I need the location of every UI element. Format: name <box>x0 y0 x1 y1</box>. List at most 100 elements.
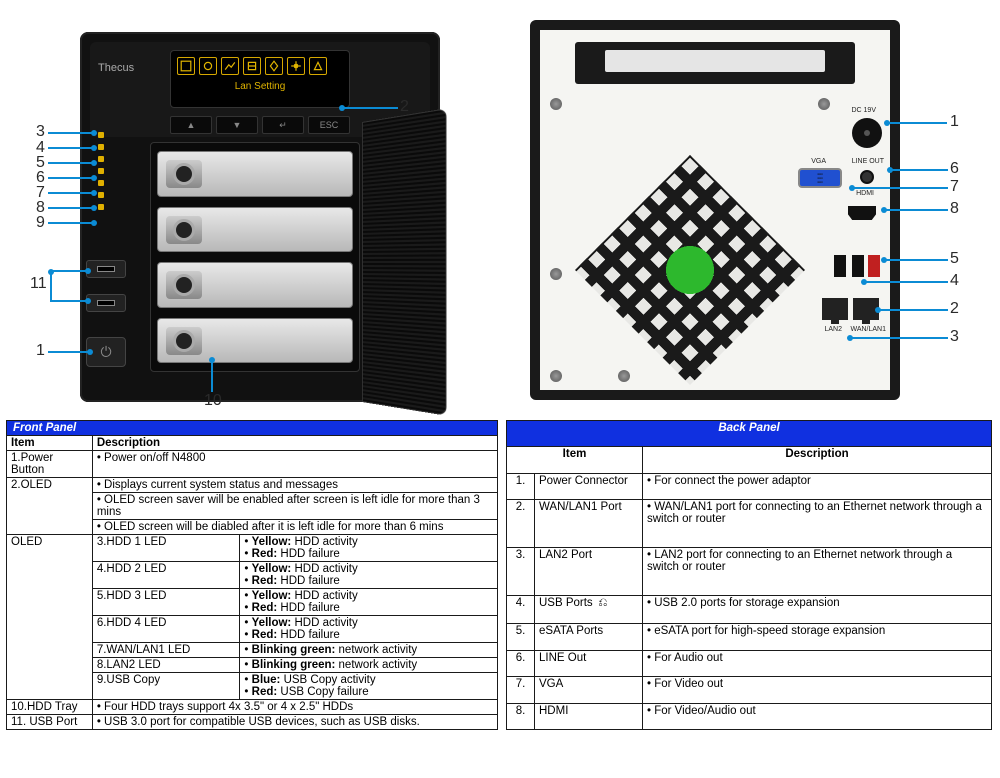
back-callout-2: 2 <box>950 300 959 318</box>
front-table-title: Front Panel <box>7 421 498 436</box>
hdd4-led-item: 6.HDD 4 LED <box>92 616 240 643</box>
led-indicator <box>98 168 104 174</box>
back-callout-3: 3 <box>950 328 959 346</box>
hdd-tray <box>157 151 353 197</box>
back-row-desc: For Video/Audio out <box>643 703 992 730</box>
back-row-item: Power Connector <box>535 473 643 499</box>
back-row-desc: WAN/LAN1 port for connecting to an Ether… <box>643 500 992 548</box>
oled-icon <box>265 57 283 75</box>
drive-bay-area <box>150 142 360 372</box>
callout-2: 2 <box>400 98 409 116</box>
callout-9: 9 <box>36 214 45 232</box>
front-usb-port <box>86 294 126 312</box>
oled-icon <box>309 57 327 75</box>
led-indicator <box>98 180 104 186</box>
callout-10: 10 <box>204 392 222 410</box>
hdd-tray <box>157 207 353 253</box>
row-oled-item: 2.OLED <box>7 478 93 535</box>
screw <box>618 370 630 382</box>
brand-label: Thecus <box>98 62 134 74</box>
back-row-desc: For connect the power adaptor <box>643 473 992 499</box>
back-top-slot <box>575 42 855 84</box>
back-row-num: 8. <box>507 703 535 730</box>
led-indicator <box>98 132 104 138</box>
hdmi-port <box>848 200 876 220</box>
back-row-item: WAN/LAN1 Port <box>535 500 643 548</box>
usbcopy-led-desc: • Blue: USB Copy activity• Red: USB Copy… <box>240 673 498 700</box>
back-callout-7: 7 <box>950 178 959 196</box>
wanlan1-led-item: 7.WAN/LAN1 LED <box>92 643 240 658</box>
nav-enter-button: ↵ <box>262 116 304 134</box>
back-device: DC 19V VGA LINE OUT HDMI LAN2 WAN/LAN1 <box>530 20 900 400</box>
led-indicator <box>98 144 104 150</box>
back-row-num: 1. <box>507 473 535 499</box>
led-column <box>98 132 108 210</box>
back-col-item: Item <box>507 447 643 473</box>
screw <box>550 370 562 382</box>
led-indicator <box>98 192 104 198</box>
front-usb-port <box>86 260 126 278</box>
back-row-item: LAN2 Port <box>535 548 643 596</box>
lan2-label: LAN2 <box>824 326 842 333</box>
oled-icon <box>287 57 305 75</box>
callout-11: 11 <box>30 275 47 293</box>
lan2-led-item: 8.LAN2 LED <box>92 658 240 673</box>
back-row-desc: LAN2 port for connecting to an Ethernet … <box>643 548 992 596</box>
front-panel-table: Front Panel Item Description 1.Power But… <box>6 420 498 730</box>
hdd2-led-desc: • Yellow: HDD activity• Red: HDD failure <box>240 562 498 589</box>
dc-label: DC 19V <box>851 107 876 114</box>
back-row-desc: For Video out <box>643 677 992 703</box>
hdd2-led-item: 4.HDD 2 LED <box>92 562 240 589</box>
back-row-num: 7. <box>507 677 535 703</box>
vga-label: VGA <box>811 158 826 165</box>
back-callout-8: 8 <box>950 200 959 218</box>
usb-port <box>834 255 846 277</box>
oled-d1: Displays current system status and messa… <box>97 479 338 491</box>
back-panel-table: Back Panel Item Description 1.Power Conn… <box>506 420 992 730</box>
lan2-port <box>822 298 848 320</box>
wanlan1-label: WAN/LAN1 <box>850 326 886 333</box>
oled-icon <box>177 57 195 75</box>
back-row-item: LINE Out <box>535 650 643 676</box>
back-table-title: Back Panel <box>507 421 992 447</box>
usb-port <box>852 255 864 277</box>
col-desc: Description <box>92 436 497 451</box>
hdd-tray <box>157 262 353 308</box>
oled-text: Lan Setting <box>177 81 343 92</box>
back-col-desc: Description <box>643 447 992 473</box>
back-callout-4: 4 <box>950 272 959 290</box>
screw <box>550 98 562 110</box>
dc-power-jack <box>852 118 882 148</box>
back-row-num: 6. <box>507 650 535 676</box>
esata-port <box>868 255 880 277</box>
hdd-tray-item: 10.HDD Tray <box>7 700 93 715</box>
usb-esata-ports <box>833 255 880 280</box>
back-callout-1: 1 <box>950 113 959 131</box>
back-row-num: 4. <box>507 595 535 623</box>
screw <box>818 98 830 110</box>
lineout-port <box>860 170 874 184</box>
hdd3-led-desc: • Yellow: HDD activity• Red: HDD failure <box>240 589 498 616</box>
back-row-item: VGA <box>535 677 643 703</box>
fan-grill <box>575 155 805 385</box>
back-row-num: 5. <box>507 624 535 650</box>
oled-icon <box>199 57 217 75</box>
back-row-num: 2. <box>507 500 535 548</box>
lan2-led-desc: • Blinking green: network activity <box>240 658 498 673</box>
nav-down-button: ▼ <box>216 116 258 134</box>
hdd-tray-desc: Four HDD trays support 4x 3.5" or 4 x 2.… <box>97 701 353 713</box>
col-item: Item <box>7 436 93 451</box>
hdd-tray <box>157 318 353 364</box>
oled-screen: Lan Setting <box>170 50 350 108</box>
oled-d2: OLED screen saver will be enabled after … <box>97 494 480 518</box>
usbcopy-led-item: 9.USB Copy <box>92 673 240 700</box>
usb-port-desc: USB 3.0 port for compatible USB devices,… <box>97 716 420 728</box>
oled-icon <box>243 57 261 75</box>
hdd1-led-item: 3.HDD 1 LED <box>92 535 240 562</box>
hdd4-led-desc: • Yellow: HDD activity• Red: HDD failure <box>240 616 498 643</box>
back-row-desc: For Audio out <box>643 650 992 676</box>
back-row-item: eSATA Ports <box>535 624 643 650</box>
wanlan1-led-desc: • Blinking green: network activity <box>240 643 498 658</box>
back-row-item: HDMI <box>535 703 643 730</box>
diagram-area: Thecus Lan Setting ▲ ▼ ↵ ESC <box>0 0 1000 410</box>
